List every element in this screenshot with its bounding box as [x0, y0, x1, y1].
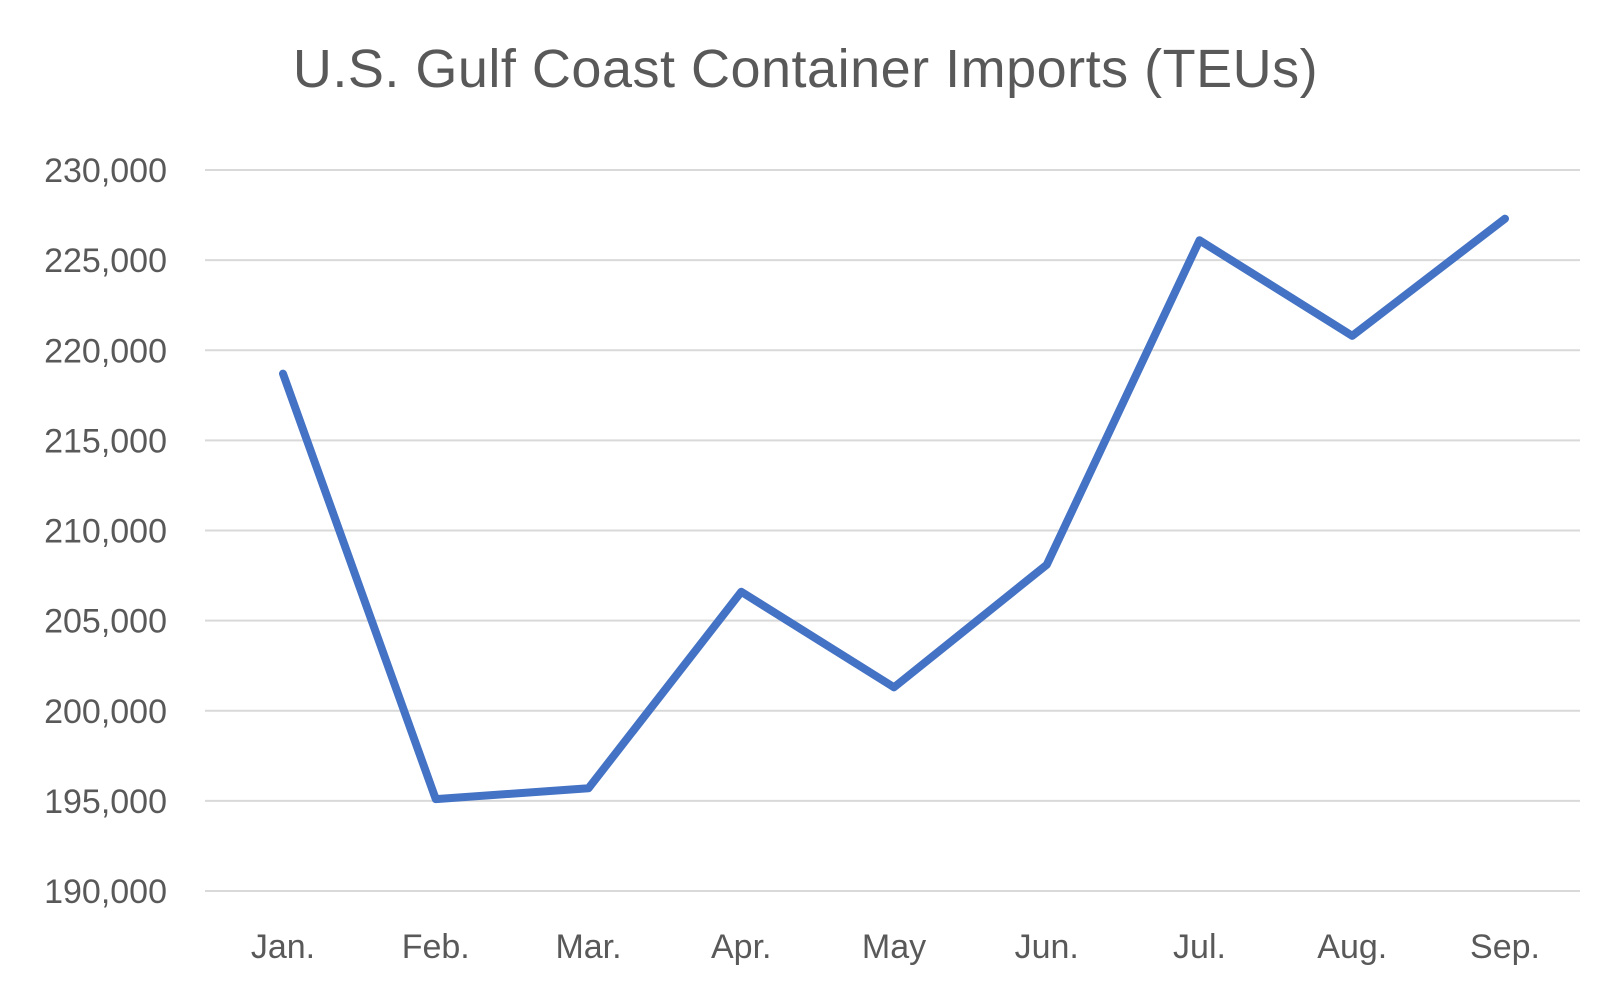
y-tick-label: 200,000 — [44, 693, 167, 731]
x-tick-label: Jun. — [1015, 928, 1079, 966]
y-tick-label: 230,000 — [44, 152, 167, 190]
x-tick-label: Sep. — [1470, 928, 1540, 966]
y-tick-label: 210,000 — [44, 513, 167, 551]
x-tick-label: Apr. — [711, 928, 771, 966]
y-axis-tick-labels: 190,000 195,000 200,000 205,000 210,000 215,0… — [44, 152, 167, 911]
chart-title: U.S. Gulf Coast Container Imports (TEUs) — [292, 39, 1319, 99]
y-tick-label: 215,000 — [44, 422, 167, 460]
y-tick-label: 225,000 — [44, 242, 167, 280]
x-axis-tick-labels: Jan. Feb. Mar. Apr. May Jun. Jul. Aug. Sep. — [251, 928, 1540, 966]
x-tick-label: Feb. — [402, 928, 470, 966]
x-tick-label: Jul. — [1173, 928, 1226, 966]
y-tick-label: 195,000 — [44, 783, 167, 821]
x-tick-label: Aug. — [1317, 928, 1387, 966]
gridlines — [205, 169, 1580, 892]
series-line — [279, 214, 1509, 804]
x-tick-label: Mar. — [555, 928, 621, 966]
y-tick-label: 205,000 — [44, 603, 167, 641]
y-tick-label: 190,000 — [44, 873, 167, 911]
y-tick-label: 220,000 — [44, 332, 167, 370]
x-tick-label: May — [862, 928, 926, 966]
series-layer — [279, 214, 1509, 804]
x-tick-label: Jan. — [251, 928, 315, 966]
